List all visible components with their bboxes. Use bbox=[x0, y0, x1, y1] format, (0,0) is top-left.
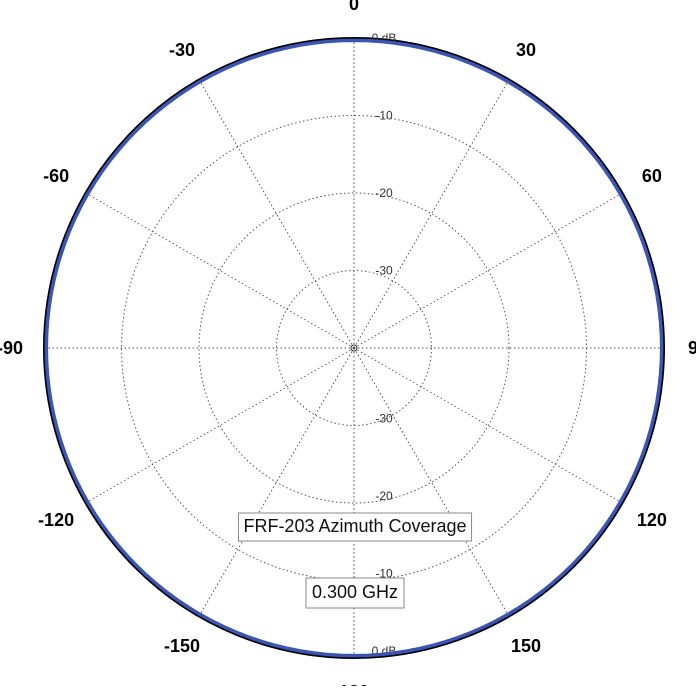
angle-label: 150 bbox=[511, 636, 541, 656]
angle-label: 120 bbox=[637, 510, 667, 530]
frequency-box bbox=[305, 577, 405, 609]
grid-ring bbox=[198, 192, 510, 504]
outer-boundary bbox=[43, 37, 665, 659]
chart-title: FRF-203 Azimuth Coverage bbox=[243, 516, 466, 536]
ring-label-bottom: -30 bbox=[375, 412, 393, 426]
angle-label: 90 bbox=[688, 338, 696, 358]
grid-spoke bbox=[85, 347, 355, 504]
frequency-label: 0.300 GHz bbox=[312, 582, 398, 602]
title-box bbox=[237, 512, 473, 542]
ring-labels: 0 dB0 dB-10-10-20-20-30-30 bbox=[372, 31, 397, 658]
ring-label-top: -20 bbox=[375, 186, 393, 200]
angle-label: 0 bbox=[349, 0, 359, 14]
grid-spoke bbox=[85, 192, 355, 349]
angle-label: 60 bbox=[642, 166, 662, 186]
series-line bbox=[44, 38, 664, 658]
ring-label-bottom: -20 bbox=[375, 489, 393, 503]
ring-label-top: -10 bbox=[375, 109, 393, 123]
angle-label: -120 bbox=[38, 510, 74, 530]
series-layer bbox=[44, 38, 664, 658]
annotation-layer: FRF-203 Azimuth Coverage 0.300 GHz bbox=[237, 512, 473, 609]
angle-label: -90 bbox=[0, 338, 23, 358]
angle-label: 180 bbox=[339, 682, 369, 686]
angle-label: 30 bbox=[516, 40, 536, 60]
angle-label: -60 bbox=[43, 166, 69, 186]
angle-label: -30 bbox=[169, 40, 195, 60]
ring-label-top: -30 bbox=[375, 264, 393, 278]
angle-label: -150 bbox=[164, 636, 200, 656]
center-point bbox=[350, 344, 358, 352]
ring-label-bottom: -10 bbox=[375, 567, 393, 581]
